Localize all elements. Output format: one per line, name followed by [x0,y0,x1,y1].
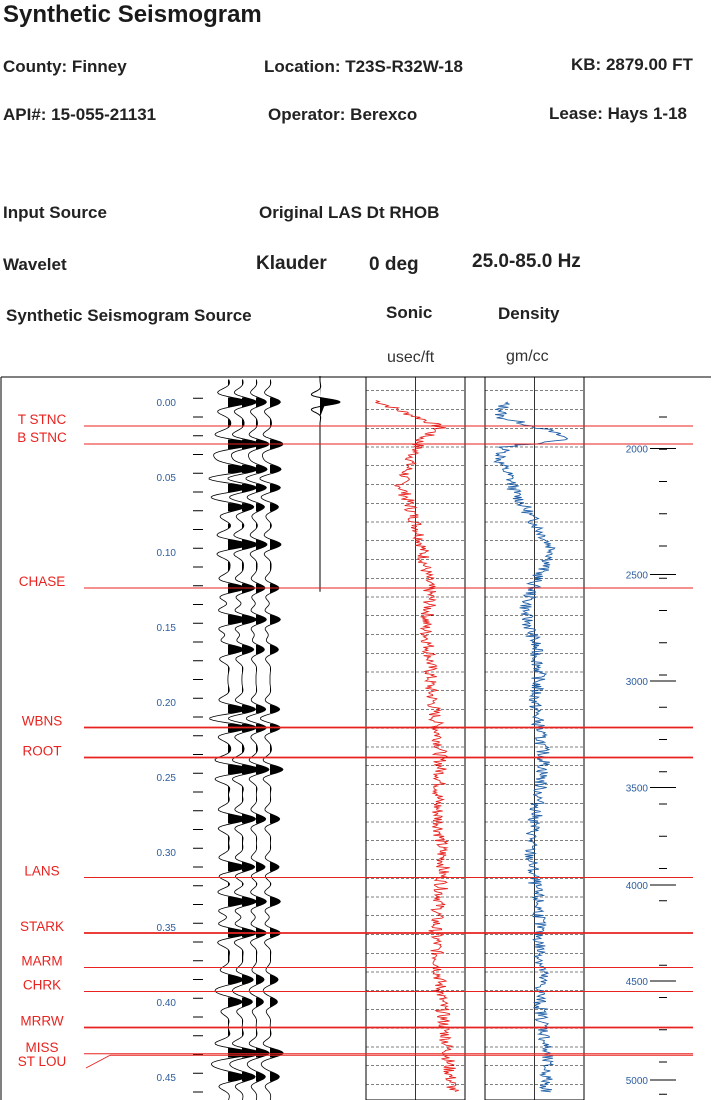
lease-field: Lease: Hays 1-18 [549,104,687,123]
depth-tick-label: 4000 [626,881,649,892]
chart-frame [0,376,711,1100]
wavelet-phase: 0 deg [369,254,419,275]
location-field: Location: T23S-R32W-18 [264,57,463,76]
formation-label: MARM [21,954,62,969]
synthetic-traces [208,379,284,1100]
depth-tick-label: 3500 [626,784,649,795]
sonic-unit: usec/ft [387,349,435,366]
wavelet-type: Klauder [256,253,327,274]
wavelet-fill [320,380,340,455]
time-tick-label: 0.00 [157,398,177,409]
page-title: Synthetic Seismogram [3,1,262,28]
wavelet-label: Wavelet [3,255,67,274]
input-source-value: Original LAS Dt RHOB [259,203,440,222]
time-tick-label: 0.05 [157,473,177,484]
time-tick-label: 0.15 [157,623,177,634]
formation-label: CHRK [23,978,61,993]
formation-label: CHASE [19,574,66,589]
formation-label: MRRW [20,1014,64,1029]
wavelet-line [310,376,341,592]
kb-field: KB: 2879.00 FT [571,55,693,74]
sonic-log [375,400,459,1092]
input-source-label: Input Source [3,203,107,222]
formation-tops: T STNC B STNC CHASE WBNS ROOT LANS STARK MARM CH… [17,412,693,1069]
depth-tick-label: 3000 [626,677,649,688]
formation-label: LANS [24,864,59,879]
wavelet-band: 25.0-85.0 Hz [472,251,581,272]
log-panels [365,376,585,1100]
density-curve [493,401,569,1093]
seismogram-chart: 0.00 0.05 0.10 0.15 0.20 0.25 0.30 0.35 0.40 0.45… [0,376,711,1100]
formation-label: T STNC [18,412,67,427]
time-tick-label: 0.10 [157,548,177,559]
depth-axis: 2000 2500 3000 3500 4000 4500 5000 [626,416,676,1095]
synthetic-trace-fill [270,379,284,1082]
time-tick-label: 0.30 [157,848,177,859]
time-tick-label: 0.20 [157,698,177,709]
synthetic-trace-fill [228,379,253,1082]
synthetic-trace-fill [242,379,261,1082]
synthetic-trace-fill [256,379,270,1082]
density-unit: gm/cc [506,348,549,365]
formation-label: MISS [25,1040,58,1055]
formation-label: ST LOU [18,1054,67,1069]
api-field: API#: 15-055-21131 [3,105,157,124]
depth-tick-label: 4500 [626,977,649,988]
operator-field: Operator: Berexco [268,105,418,124]
depth-tick-label: 2000 [626,445,649,456]
depth-tick-label: 5000 [626,1076,649,1087]
formation-label: WBNS [22,714,63,729]
time-tick-label: 0.35 [157,923,177,934]
time-tick-label: 0.25 [157,773,177,784]
density-label: Density [498,304,560,323]
depth-tick-label: 2500 [626,571,649,582]
time-tick-label: 0.45 [157,1073,177,1084]
formation-leader [85,1054,111,1069]
formation-label: ROOT [23,744,62,759]
sonic-curve [375,400,459,1092]
formation-label: B STNC [17,430,67,445]
county-field: County: Finney [3,57,127,76]
sonic-label: Sonic [386,303,433,322]
formation-label: STARK [20,919,64,934]
time-tick-label: 0.40 [157,998,177,1009]
density-log [493,401,569,1093]
synthetic-source-label: Synthetic Seismogram Source [6,306,252,325]
time-axis: 0.00 0.05 0.10 0.15 0.20 0.25 0.30 0.35 0.40 0.45 [157,397,203,1093]
wavelet-trace [310,376,341,592]
